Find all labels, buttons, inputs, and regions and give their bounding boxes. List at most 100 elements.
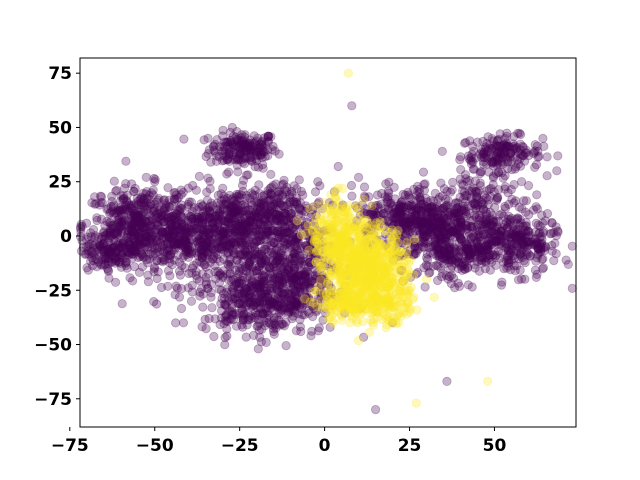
- scatter-point-series-0: [102, 263, 113, 274]
- scatter-point-series-0: [120, 220, 130, 230]
- scatter-point-series-0: [463, 151, 473, 161]
- scatter-point-series-0: [498, 173, 508, 183]
- scatter-point-series-0: [468, 164, 478, 174]
- scatter-point-series-0: [221, 316, 231, 326]
- scatter-point-series-0: [507, 194, 517, 204]
- scatter-point-series-0: [296, 186, 306, 197]
- scatter-point-series-0: [492, 135, 503, 145]
- scatter-point-series-0: [235, 149, 245, 159]
- scatter-point-series-0: [121, 179, 131, 189]
- scatter-point-series-0: [550, 238, 560, 248]
- scatter-point-series-0: [108, 220, 119, 230]
- scatter-point-series-0: [220, 137, 230, 147]
- scatter-point-series-0: [491, 140, 501, 150]
- scatter-point-series-0: [177, 261, 187, 271]
- scatter-point-series-0: [478, 149, 488, 159]
- scatter-point-series-0: [268, 141, 278, 151]
- scatter-point-series-0: [501, 142, 511, 153]
- scatter-point-series-0: [472, 188, 482, 198]
- scatter-point-series-0: [186, 296, 197, 306]
- scatter-point-series-0: [122, 257, 132, 267]
- scatter-point-series-0: [488, 156, 498, 166]
- scatter-point-series-0: [508, 250, 519, 261]
- scatter-point-series-0: [114, 206, 125, 216]
- scatter-point-series-0: [509, 144, 519, 154]
- scatter-point-series-0: [462, 177, 472, 187]
- scatter-point-series-1: [349, 289, 359, 299]
- scatter-point-series-0: [496, 150, 506, 160]
- scatter-point-series-0: [100, 221, 110, 231]
- scatter-point-series-0: [284, 221, 295, 231]
- scatter-point-series-0: [499, 143, 510, 153]
- scatter-point-series-1: [326, 249, 336, 259]
- scatter-point-series-0: [263, 151, 273, 161]
- scatter-point-series-0: [211, 156, 222, 166]
- scatter-point-series-0: [515, 215, 525, 225]
- scatter-point-series-0: [245, 148, 255, 158]
- scatter-point-series-0: [239, 141, 249, 151]
- scatter-point-series-0: [171, 318, 181, 328]
- scatter-point-series-0: [165, 271, 175, 281]
- scatter-point-series-0: [469, 164, 479, 174]
- scatter-point-series-0: [478, 159, 489, 169]
- scatter-point-series-0: [242, 238, 252, 248]
- scatter-point-series-0: [239, 140, 249, 150]
- scatter-point-series-1: [323, 313, 333, 324]
- scatter-point-series-0: [313, 177, 323, 187]
- scatter-point-series-1: [403, 266, 414, 276]
- scatter-point-series-0: [520, 274, 530, 284]
- scatter-point-series-0: [185, 211, 196, 221]
- scatter-point-series-0: [225, 137, 235, 147]
- scatter-point-series-0: [443, 274, 453, 284]
- scatter-point-series-0: [165, 250, 175, 260]
- scatter-point-series-0: [252, 150, 262, 160]
- scatter-point-series-0: [237, 145, 247, 155]
- scatter-point-series-1: [358, 194, 368, 204]
- scatter-point-series-0: [237, 139, 247, 149]
- scatter-point-series-0: [267, 145, 277, 155]
- scatter-point-series-0: [226, 136, 236, 146]
- scatter-point-series-0: [509, 132, 519, 142]
- scatter-point-series-0: [233, 155, 243, 165]
- scatter-point-series-0: [420, 282, 430, 292]
- scatter-point-series-0: [212, 227, 222, 237]
- scatter-point-series-0: [296, 326, 306, 337]
- scatter-point-series-0: [494, 153, 504, 163]
- scatter-point-series-0: [133, 196, 143, 206]
- scatter-point-series-0: [483, 153, 493, 163]
- scatter-point-series-0: [245, 152, 255, 163]
- scatter-point-series-0: [495, 129, 505, 139]
- scatter-point-series-0: [552, 166, 562, 176]
- scatter-point-series-0: [141, 172, 151, 182]
- scatter-point-series-0: [389, 182, 399, 192]
- scatter-point-series-0: [163, 216, 173, 226]
- scatter-point-series-0: [210, 147, 220, 157]
- scatter-point-series-0: [203, 133, 213, 143]
- scatter-point-series-0: [500, 146, 510, 156]
- scatter-point-series-0: [502, 131, 512, 142]
- scatter-point-series-0: [246, 145, 256, 155]
- scatter-point-series-0: [143, 270, 153, 280]
- scatter-point-series-0: [234, 299, 244, 309]
- scatter-point-series-0: [523, 151, 534, 161]
- scatter-point-series-0: [505, 148, 515, 158]
- scatter-point-series-0: [505, 152, 515, 162]
- scatter-point-series-0: [161, 227, 171, 237]
- scatter-point-series-0: [259, 271, 269, 281]
- scatter-point-series-0: [303, 262, 314, 272]
- scatter-point-series-1: [387, 250, 398, 260]
- scatter-point-series-0: [381, 179, 391, 189]
- scatter-point-series-0: [241, 146, 251, 156]
- scatter-point-series-0: [489, 247, 499, 257]
- scatter-point-series-0: [263, 145, 273, 155]
- scatter-point-series-0: [203, 149, 213, 159]
- scatter-point-series-0: [503, 164, 513, 174]
- scatter-point-series-0: [250, 147, 260, 157]
- scatter-point-series-0: [257, 141, 267, 151]
- scatter-point-series-0: [242, 141, 252, 151]
- scatter-point-series-0: [263, 136, 273, 146]
- scatter-point-series-1: [353, 205, 364, 215]
- scatter-point-series-0: [102, 204, 112, 214]
- scatter-point-series-0: [225, 156, 235, 166]
- scatter-point-series-0: [252, 156, 262, 166]
